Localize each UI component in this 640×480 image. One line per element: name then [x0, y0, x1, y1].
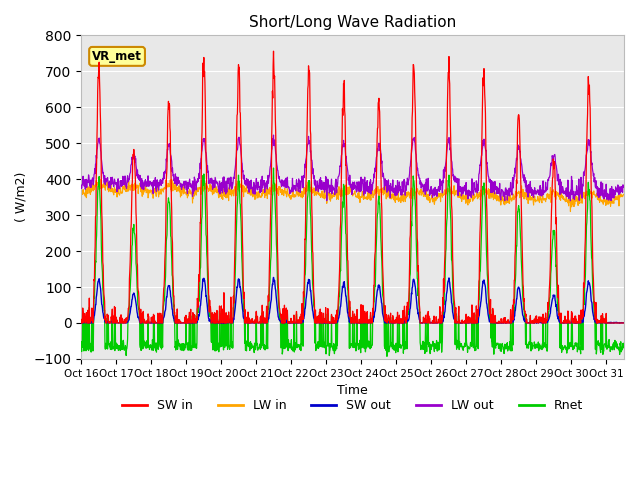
Y-axis label: ( W/m2): ( W/m2) [15, 172, 28, 222]
X-axis label: Time: Time [337, 384, 368, 397]
Text: VR_met: VR_met [92, 50, 142, 63]
Title: Short/Long Wave Radiation: Short/Long Wave Radiation [249, 15, 456, 30]
Legend: SW in, LW in, SW out, LW out, Rnet: SW in, LW in, SW out, LW out, Rnet [117, 395, 588, 418]
